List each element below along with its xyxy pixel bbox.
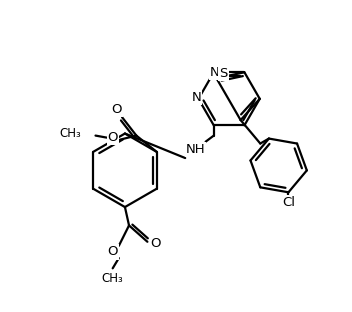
Text: O: O xyxy=(150,237,161,250)
Text: Cl: Cl xyxy=(282,196,295,209)
Text: CH₃: CH₃ xyxy=(102,272,124,285)
Text: O: O xyxy=(112,103,122,115)
Text: S: S xyxy=(219,67,228,80)
Text: NH: NH xyxy=(186,144,205,156)
Text: O: O xyxy=(108,131,118,144)
Text: O: O xyxy=(107,246,118,258)
Text: N: N xyxy=(191,91,201,104)
Text: CH₃: CH₃ xyxy=(59,127,81,140)
Text: N: N xyxy=(210,66,220,79)
